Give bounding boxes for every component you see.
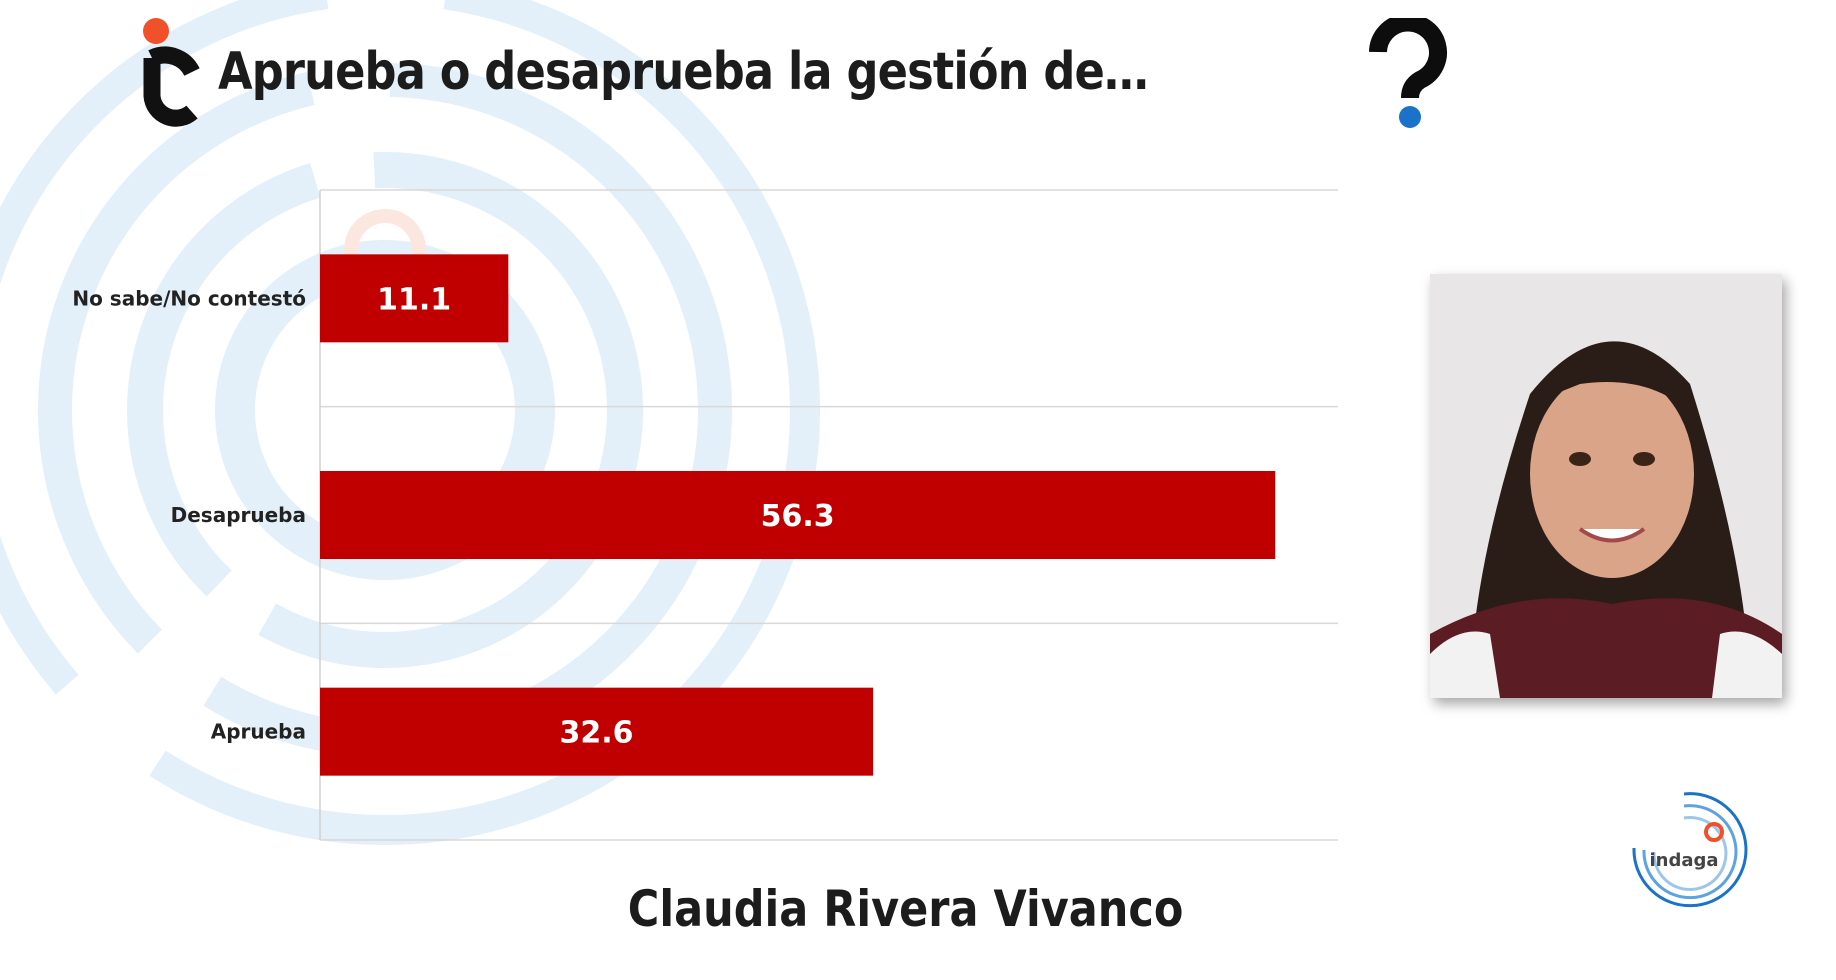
page-title: Aprueba o desaprueba la gestión de… [218,42,1149,102]
category-label: Aprueba [211,720,306,744]
category-label: Desaprueba [171,503,306,527]
logo-i-icon [143,18,200,127]
portrait-illustration [1430,274,1782,698]
bar-1 [320,471,1276,559]
value-label: 32.6 [560,716,634,751]
bar-2 [320,687,874,776]
approval-bar-chart: No sabe/No contestó Desaprueba Aprueba 11.… [72,189,1338,841]
bar-0 [320,254,509,343]
subject-name: Claudia Rivera Vivanco [627,880,1184,938]
value-label: 11.1 [377,282,451,317]
indaga-logo: indaga [1632,792,1748,908]
portrait-photo [1430,274,1782,698]
value-label: 56.3 [761,499,835,534]
question-mark-icon [1369,18,1447,128]
indaga-logo-text: indaga [1649,850,1718,871]
category-label: No sabe/No contestó [72,286,306,310]
